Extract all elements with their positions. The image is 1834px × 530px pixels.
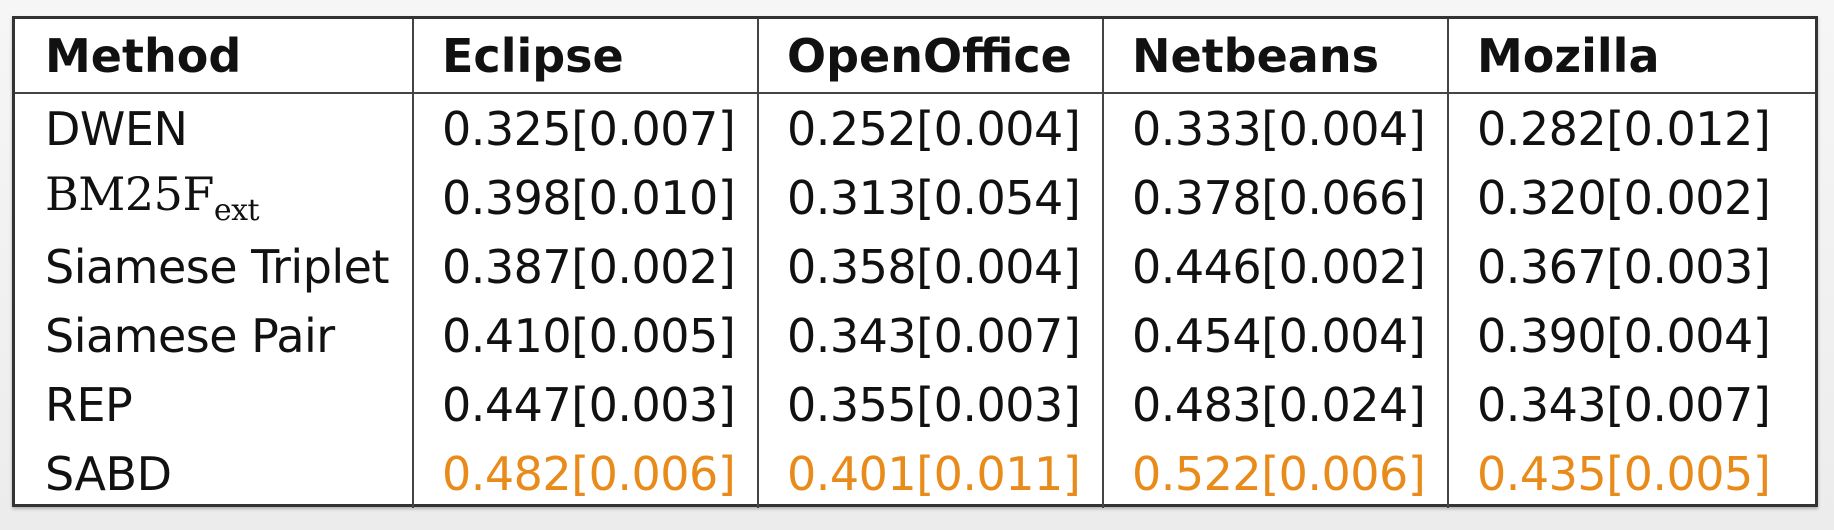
- value-cell-highlight: 0.522[0.006]: [1102, 439, 1448, 508]
- header-netbeans: Netbeans: [1102, 19, 1448, 94]
- header-eclipse: Eclipse: [412, 19, 758, 94]
- value-cell: 0.333[0.004]: [1102, 93, 1448, 163]
- method-cell: REP: [45, 377, 133, 432]
- value-cell: 0.398[0.010]: [412, 163, 758, 232]
- header-row: Method Eclipse OpenOffice Netbeans Mozil…: [15, 19, 1815, 94]
- value-cell: 0.390[0.004]: [1447, 301, 1815, 370]
- table-row-best: SABD 0.482[0.006] 0.401[0.011] 0.522[0.0…: [15, 439, 1815, 508]
- value-cell: 0.454[0.004]: [1102, 301, 1448, 370]
- table-row: Siamese Pair 0.410[0.005] 0.343[0.007] 0…: [15, 301, 1815, 370]
- method-subscript: ext: [213, 193, 260, 228]
- value-cell: 0.313[0.054]: [757, 163, 1103, 232]
- method-cell: DWEN: [45, 101, 188, 156]
- value-cell: 0.355[0.003]: [757, 370, 1103, 439]
- value-cell: 0.325[0.007]: [412, 93, 758, 163]
- table-row: DWEN 0.325[0.007] 0.252[0.004] 0.333[0.0…: [15, 93, 1815, 163]
- value-cell: 0.367[0.003]: [1447, 232, 1815, 301]
- results-grid: Method Eclipse OpenOffice Netbeans Mozil…: [15, 19, 1815, 508]
- method-cell: Siamese Triplet: [45, 239, 390, 294]
- value-cell-highlight: 0.482[0.006]: [412, 439, 758, 508]
- value-cell-highlight: 0.401[0.011]: [757, 439, 1103, 508]
- value-cell: 0.282[0.012]: [1447, 93, 1815, 163]
- header-openoffice: OpenOffice: [757, 19, 1103, 94]
- method-cell: BM25Fext: [15, 163, 413, 232]
- results-table: Method Eclipse OpenOffice Netbeans Mozil…: [12, 16, 1818, 508]
- value-cell: 0.320[0.002]: [1447, 163, 1815, 232]
- value-cell: 0.446[0.002]: [1102, 232, 1448, 301]
- value-cell: 0.343[0.007]: [1447, 370, 1815, 439]
- value-cell-highlight: 0.435[0.005]: [1447, 439, 1815, 508]
- header-method: Method: [15, 19, 413, 94]
- value-cell: 0.343[0.007]: [757, 301, 1103, 370]
- table-row: Siamese Triplet 0.387[0.002] 0.358[0.004…: [15, 232, 1815, 301]
- method-cell: SABD: [45, 446, 172, 501]
- value-cell: 0.252[0.004]: [757, 93, 1103, 163]
- table-row: REP 0.447[0.003] 0.355[0.003] 0.483[0.02…: [15, 370, 1815, 439]
- value-cell: 0.358[0.004]: [757, 232, 1103, 301]
- value-cell: 0.378[0.066]: [1102, 163, 1448, 232]
- method-cell: Siamese Pair: [45, 308, 335, 363]
- method-name: BM25F: [45, 167, 214, 221]
- table-row: BM25Fext 0.398[0.010] 0.313[0.054] 0.378…: [15, 163, 1815, 232]
- value-cell: 0.387[0.002]: [412, 232, 758, 301]
- value-cell: 0.410[0.005]: [412, 301, 758, 370]
- header-mozilla: Mozilla: [1447, 19, 1815, 94]
- value-cell: 0.483[0.024]: [1102, 370, 1448, 439]
- value-cell: 0.447[0.003]: [412, 370, 758, 439]
